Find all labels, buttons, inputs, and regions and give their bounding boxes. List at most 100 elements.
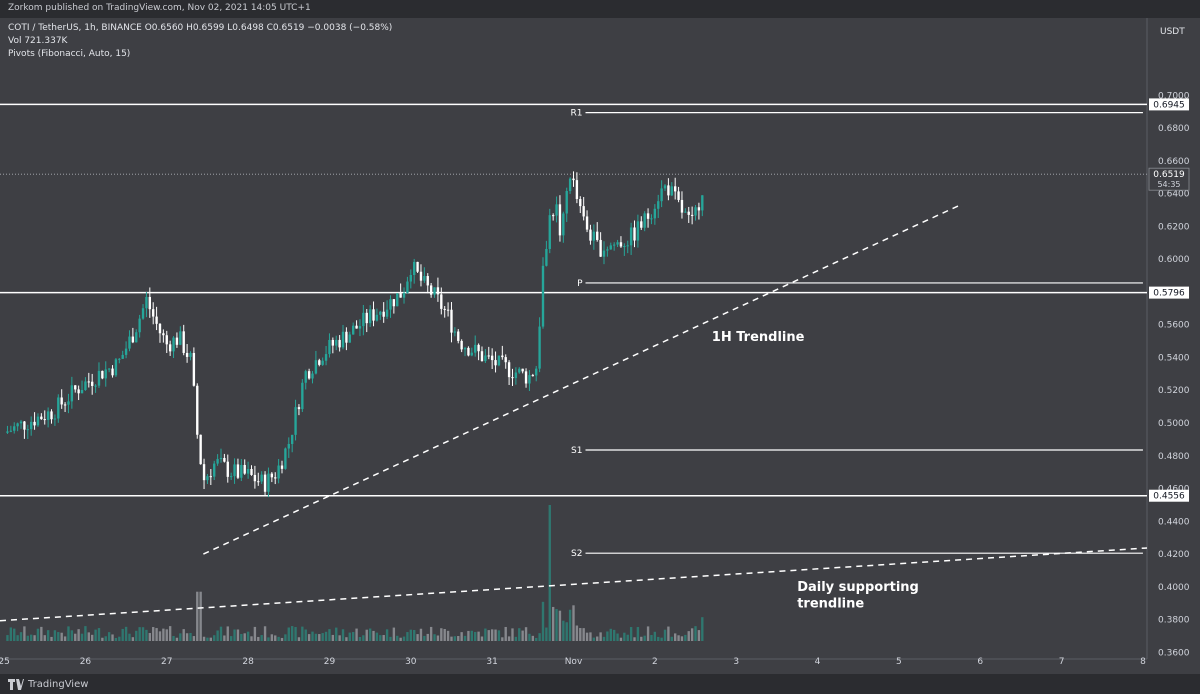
volume-bar [185, 633, 189, 641]
candle-body [111, 368, 114, 376]
pivot-label: R1 [571, 109, 583, 119]
time-axis[interactable]: 25 26 27 28 29 30 31 Nov 2 3 4 5 6 7 8 [0, 657, 1146, 667]
volume-bar [33, 635, 36, 641]
volume-bar [497, 630, 501, 641]
price-badge-label: 0.4556 [1153, 492, 1185, 502]
volume-bar [290, 626, 294, 641]
volume-bar [182, 629, 185, 641]
candle-body [60, 397, 63, 405]
candle-body [646, 213, 650, 219]
volume-bar [602, 636, 606, 641]
volume-legend[interactable]: Vol 721.337K [8, 36, 68, 46]
volume-bar [650, 635, 653, 641]
annotation-text: Daily supporting [797, 580, 919, 595]
candle-body [13, 426, 16, 431]
candle-body [36, 416, 40, 426]
candle-body [223, 457, 226, 462]
volume-bar [646, 626, 650, 641]
volume-bar [301, 626, 304, 641]
candle-body [528, 375, 531, 384]
volume-bar [229, 636, 233, 641]
candle-body [650, 218, 653, 220]
candle-body [314, 360, 318, 374]
price-axis-background[interactable] [1147, 18, 1200, 674]
symbol-legend[interactable]: COTI / TetherUS, 1h, BINANCE O0.6560 H0.… [8, 23, 393, 33]
volume-bar [636, 627, 640, 641]
candle-body [318, 360, 321, 365]
candle-body [545, 248, 548, 266]
candle-body [402, 292, 406, 298]
candle-body [413, 261, 416, 275]
volume-bar [558, 610, 562, 641]
candle-body [609, 245, 612, 250]
volume-bar [619, 637, 623, 641]
x-tick-label: 26 [80, 657, 92, 667]
volume-bar [77, 629, 80, 641]
candle-body [70, 385, 74, 402]
volume-bar [680, 636, 684, 641]
candle-body [9, 430, 13, 432]
volume-bar [389, 636, 392, 641]
volume-bar [663, 629, 667, 641]
candle-body [351, 325, 355, 335]
candle-body [490, 355, 494, 361]
volume-bar [158, 631, 162, 641]
volume-bar [324, 631, 328, 641]
candle-body [250, 468, 253, 475]
volume-bar [657, 636, 660, 641]
volume-bar [467, 630, 470, 641]
volume-bar [26, 635, 29, 641]
candle-body [138, 318, 141, 333]
y-tick-label: 0.6400 [1158, 190, 1190, 200]
candle-body [643, 213, 646, 228]
candle-body [433, 287, 436, 295]
x-tick-label: 7 [1059, 657, 1065, 667]
candle-body [467, 347, 470, 356]
volume-bar [189, 632, 192, 641]
candle-body [365, 312, 368, 324]
volume-bar [579, 628, 582, 641]
volume-bar [335, 627, 338, 641]
candle-body [429, 285, 433, 295]
candle-body [311, 373, 314, 379]
candle-body [368, 309, 372, 324]
candle-body [185, 352, 189, 357]
volume-bar [463, 635, 467, 641]
currency-label: USDT [1160, 27, 1185, 37]
candle-body [172, 337, 175, 352]
indicator-legend[interactable]: Pivots (Fibonacci, Auto, 15) [8, 49, 131, 59]
volume-bar [694, 626, 697, 641]
y-tick-label: 0.6000 [1158, 255, 1190, 265]
candle-body [199, 434, 202, 465]
candle-body [409, 274, 412, 282]
volume-bar [446, 630, 450, 641]
candle-body [63, 404, 67, 406]
candle-body [29, 421, 33, 430]
candle-body [80, 389, 84, 394]
volume-bar [568, 609, 572, 641]
candle-body [287, 443, 290, 449]
volume-bar [328, 629, 331, 641]
publisher-text: Zorkom published on TradingView.com, Nov… [8, 3, 311, 13]
volume-bar [670, 636, 673, 641]
volume-bar [409, 629, 412, 641]
volume-bar [592, 637, 596, 641]
volume-bar [667, 626, 670, 641]
candle-body [501, 355, 504, 358]
volume-bar [660, 637, 663, 641]
trendlines[interactable] [0, 204, 1148, 622]
volume-bar [362, 635, 365, 641]
candle-body [687, 211, 690, 215]
volume-bar [124, 626, 128, 641]
volume-bar [67, 626, 70, 641]
candle-body [87, 381, 90, 383]
candle-body [538, 326, 541, 369]
candle-body [477, 344, 480, 352]
volume-bar [240, 633, 243, 641]
volume-bar [423, 635, 426, 641]
volume-bar [470, 630, 474, 641]
price-chart[interactable]: R1 P S1 S2 1H Trendline Daily supportingtren… [0, 18, 1200, 674]
volume-bar [274, 635, 277, 641]
tradingview-brand: TradingView [28, 679, 89, 690]
volume-bar [43, 635, 46, 641]
